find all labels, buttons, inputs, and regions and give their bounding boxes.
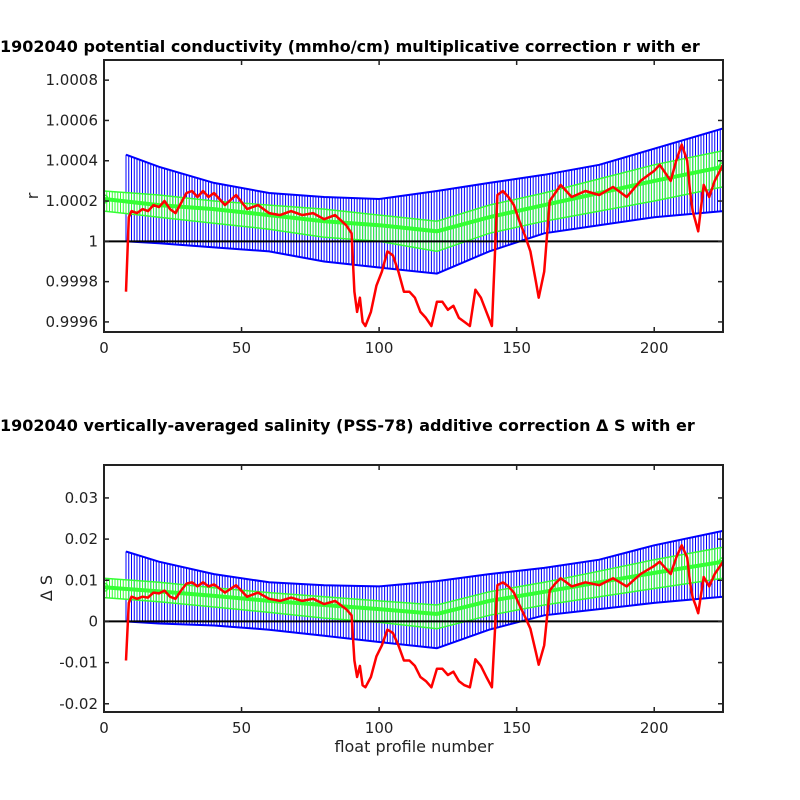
conductivity-correction-panel: 1902040 potential conductivity (mmho/cm)…	[0, 37, 724, 357]
y-tick-label: 0.03	[65, 489, 98, 507]
x-tick-label: 200	[640, 339, 669, 357]
y-axis-label-text: Δ S	[37, 575, 56, 601]
salinity-correction-panel: 1902040 vertically-averaged salinity (PS…	[0, 416, 724, 756]
plot-area	[104, 529, 723, 689]
x-tick-label: 0	[99, 339, 109, 357]
x-axis-label: float profile number	[334, 737, 494, 756]
axes-frame	[103, 59, 724, 333]
mapped-end-marker	[718, 162, 723, 172]
error-envelope-upper	[125, 127, 723, 201]
error-envelope-upper	[125, 529, 723, 588]
mapped-start-marker	[104, 194, 109, 204]
y-tick-label: 0.02	[65, 530, 98, 548]
y-tick-label: 0.01	[65, 571, 98, 589]
x-tick-label: 100	[365, 339, 394, 357]
profile-correction-line	[124, 143, 723, 328]
y-tick-label: 1	[88, 232, 98, 250]
y-axis-label-text: r	[23, 192, 42, 199]
y-tick-label: 1.0002	[46, 192, 99, 210]
y-tick-label: 0	[88, 612, 98, 630]
profile-correction-line	[124, 544, 723, 689]
mapped-lower	[104, 577, 723, 630]
error-envelope-lower	[125, 210, 723, 275]
y-tick-label: -0.02	[59, 695, 98, 713]
axes-frame	[103, 464, 724, 713]
x-tick-label: 0	[99, 719, 109, 737]
y-axis-label: r	[23, 192, 42, 199]
mapped-start-marker	[104, 582, 109, 593]
y-tick-label: 0.9998	[46, 273, 99, 291]
chart-title: 1902040 potential conductivity (mmho/cm)…	[0, 37, 700, 56]
x-tick-label: 150	[502, 719, 531, 737]
y-tick-label: 1.0004	[46, 152, 99, 170]
mapped-upper	[104, 149, 723, 222]
plot-area	[104, 127, 723, 328]
error-envelope-lower	[125, 595, 723, 650]
x-tick-label: 200	[640, 719, 669, 737]
y-tick-label: -0.01	[59, 654, 98, 672]
x-tick-label: 150	[502, 339, 531, 357]
x-tick-label: 50	[232, 719, 251, 737]
x-tick-label: 50	[232, 339, 251, 357]
mapped-upper	[104, 546, 723, 606]
chart-title: 1902040 vertically-averaged salinity (PS…	[0, 416, 695, 435]
mapped-lower	[104, 186, 723, 253]
plot-background	[104, 465, 723, 712]
y-tick-label: 0.9996	[46, 313, 99, 331]
x-tick-label: 100	[365, 719, 394, 737]
y-axis-label: Δ S	[37, 575, 56, 601]
y-tick-label: 1.0006	[46, 111, 99, 129]
mapped-end-marker	[718, 556, 723, 567]
y-tick-label: 1.0008	[46, 71, 99, 89]
